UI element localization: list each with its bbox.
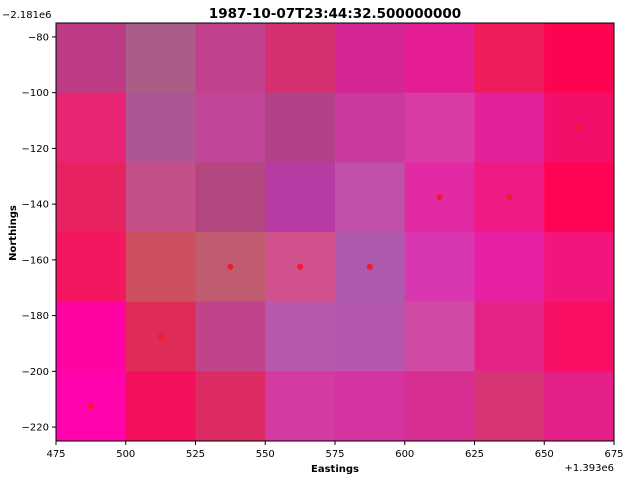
heatmap-cell [474,301,545,372]
x-tick-label: 525 [186,449,205,460]
y-offset-label: −2.181e6 [2,10,52,21]
heatmap-cell [544,162,615,233]
heatmap-cell [474,371,545,442]
heatmap-cell [265,301,336,372]
y-axis-label: Northings [8,205,19,261]
heatmap-cell [195,301,266,372]
heatmap-cell [544,23,615,94]
heatmap-cell [56,23,127,94]
x-tick-label: 475 [46,449,65,460]
y-tick-label: −80 [28,32,49,43]
x-axis-label: Eastings [311,464,359,475]
heatmap-cell [474,232,545,303]
y-tick-label: −180 [22,311,49,322]
data-point [436,194,443,201]
heatmap-cell [335,162,406,233]
x-offset-label: +1.393e6 [564,463,614,474]
heatmap-cell [544,371,615,442]
heatmap-cell [404,92,475,163]
heatmap-cell [474,23,545,94]
heatmap-cell [404,371,475,442]
heatmap-cell [56,232,127,303]
x-tick-label: 650 [535,449,554,460]
heatmap-cell [195,23,266,94]
y-tick-label: −160 [22,255,49,266]
x-tick-label: 575 [325,449,344,460]
data-point [297,263,304,270]
y-tick-label: −220 [22,423,49,434]
heatmap-cell [335,301,406,372]
x-tick-label: 600 [395,449,414,460]
data-point [576,124,583,131]
data-point [157,333,164,340]
heatmap-cell [56,162,127,233]
heatmap-cell [265,92,336,163]
heatmap-cells [56,23,615,442]
heatmap-cell [404,23,475,94]
y-tick-label: −140 [22,200,49,211]
heatmap-cell [404,232,475,303]
heatmap-cell [335,371,406,442]
heatmap-cell [335,92,406,163]
heatmap-cell [125,92,196,163]
y-tick-label: −200 [22,367,49,378]
data-point [506,194,513,201]
heatmap-cell [335,23,406,94]
data-points [87,124,583,410]
x-tick-label: 625 [465,449,484,460]
heatmap-cell [544,232,615,303]
x-tick-label: 675 [604,449,623,460]
x-tick-label: 500 [116,449,135,460]
data-point [87,403,94,410]
y-tick-label: −120 [22,144,49,155]
chart-title: 1987-10-07T23:44:32.500000000 [209,6,461,22]
heatmap-cell [125,371,196,442]
heatmap-cell [195,162,266,233]
heatmap-cell [404,301,475,372]
heatmap-cell [125,162,196,233]
heatmap-cell [474,92,545,163]
heatmap-cell [195,92,266,163]
heatmap-cell [544,301,615,372]
y-tick-label: −100 [22,88,49,99]
data-point [227,263,234,270]
heatmap-cell [125,232,196,303]
heatmap-cell [265,23,336,94]
data-point [366,263,373,270]
heatmap-cell [265,162,336,233]
x-axis-ticks: 475 500 525 550 575 600 625 650 675 [46,441,624,460]
heatmap-cell [56,301,127,372]
heatmap-cell [56,92,127,163]
heatmap-cell [195,371,266,442]
heatmap-cell [265,371,336,442]
y-axis-ticks: −80 −100 −120 −140 −160 −180 −200 −220 [22,32,56,434]
heatmap-cell [125,23,196,94]
x-tick-label: 550 [256,449,275,460]
